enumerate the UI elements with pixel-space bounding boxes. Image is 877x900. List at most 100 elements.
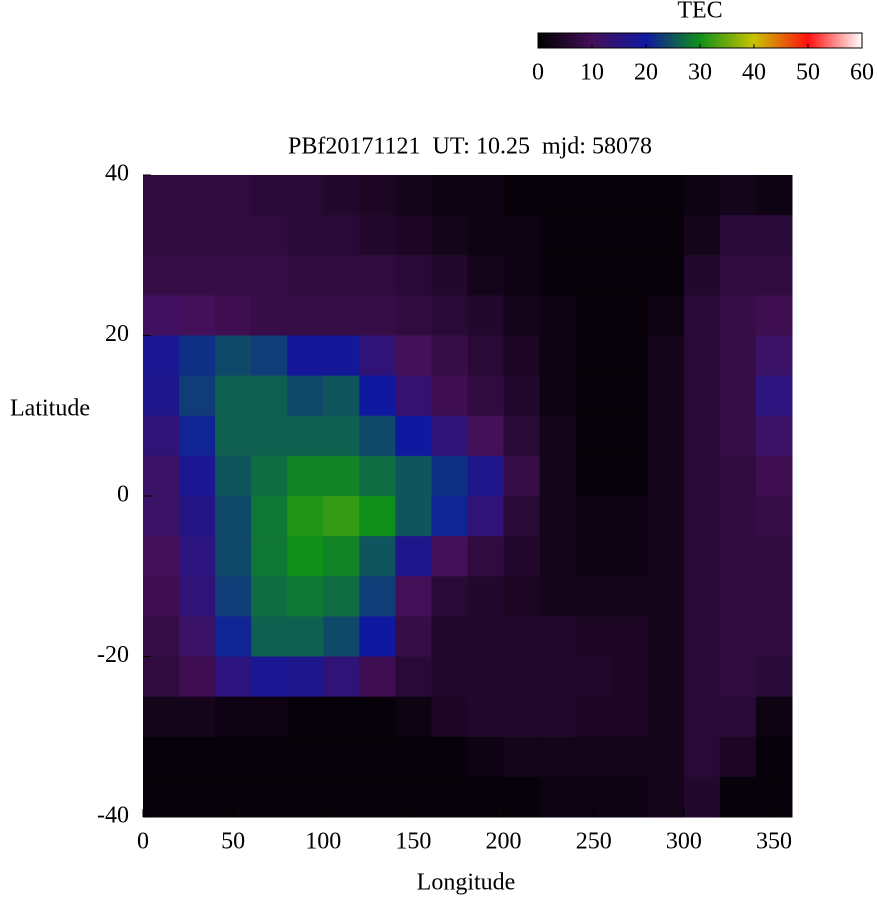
heat-cell <box>755 576 793 617</box>
heat-cell <box>359 415 396 457</box>
heat-cell <box>539 215 577 256</box>
heat-cell <box>323 255 360 296</box>
heat-cell <box>323 455 360 497</box>
x-tick-label: 250 <box>576 829 612 855</box>
heat-cell <box>251 295 288 336</box>
heat-cell <box>323 536 360 577</box>
heat-cell <box>611 335 649 377</box>
heat-cell <box>683 496 721 537</box>
heat-cell <box>179 736 216 778</box>
heat-cell <box>503 455 541 497</box>
heat-cell <box>539 536 577 577</box>
heat-cell <box>575 696 613 738</box>
heat-cell <box>755 375 793 417</box>
heat-cell <box>755 335 793 377</box>
heat-cell <box>683 175 721 216</box>
heat-cell <box>611 215 649 256</box>
heat-cell <box>359 536 396 577</box>
heat-cell <box>395 576 432 617</box>
heat-cell <box>287 175 324 216</box>
heat-cell <box>143 656 180 698</box>
heat-cell <box>467 536 505 577</box>
heat-cell <box>395 536 432 577</box>
heat-cell <box>431 496 468 537</box>
heat-cell <box>431 455 468 497</box>
heat-cell <box>323 415 360 457</box>
heat-cell <box>251 536 288 577</box>
heat-cell <box>647 616 685 657</box>
heat-cell <box>215 696 252 738</box>
heat-cell <box>251 656 288 698</box>
heat-cell <box>179 295 216 336</box>
heat-cell <box>323 616 360 657</box>
heat-cell <box>719 696 757 738</box>
heat-cell <box>575 455 613 497</box>
heat-cell <box>431 295 468 336</box>
heat-cell <box>287 616 324 657</box>
heat-cell <box>359 616 396 657</box>
heat-cell <box>647 455 685 497</box>
heat-cell <box>143 496 180 537</box>
heat-cell <box>359 656 396 698</box>
heat-cell <box>431 255 468 296</box>
heat-cell <box>143 375 180 417</box>
heat-cell <box>539 415 577 457</box>
colorbar-tick-label: 30 <box>688 60 712 86</box>
heat-cell <box>431 215 468 256</box>
heat-cell <box>575 656 613 698</box>
heat-cell <box>287 375 324 417</box>
heat-cell <box>647 656 685 698</box>
heat-cell <box>503 175 541 216</box>
heat-cell <box>251 255 288 296</box>
heat-cell <box>755 175 793 216</box>
heat-cell <box>503 255 541 296</box>
heat-cell <box>431 576 468 617</box>
x-tick-label: 50 <box>221 829 245 855</box>
heat-cell <box>503 496 541 537</box>
y-tick-label: 20 <box>105 321 129 347</box>
heat-cell <box>143 536 180 577</box>
heat-cell <box>323 295 360 336</box>
heat-cell <box>647 536 685 577</box>
heat-cell <box>431 536 468 577</box>
heat-cell <box>611 696 649 738</box>
heat-cell <box>611 255 649 296</box>
heat-cell <box>683 375 721 417</box>
heat-cell <box>179 496 216 537</box>
heat-cell <box>683 455 721 497</box>
heat-cell <box>287 215 324 256</box>
heat-cell <box>251 696 288 738</box>
heat-cell <box>719 175 757 216</box>
heat-cell <box>179 536 216 577</box>
heat-cell <box>467 375 505 417</box>
heat-cell <box>359 375 396 417</box>
heat-cell <box>539 696 577 738</box>
heat-cell <box>395 656 432 698</box>
heat-cell <box>431 776 468 818</box>
heat-cell <box>215 656 252 698</box>
heat-cell <box>179 375 216 417</box>
heat-cell <box>179 776 216 818</box>
heat-cell <box>323 175 360 216</box>
heat-cell <box>359 496 396 537</box>
heat-cell <box>503 776 541 818</box>
heat-cell <box>323 736 360 778</box>
heat-cell <box>611 415 649 457</box>
heat-cell <box>359 696 396 738</box>
chart-title: PBf20171121 UT: 10.25 mjd: 58078 <box>288 134 652 160</box>
heat-cell <box>575 496 613 537</box>
x-tick-label: 350 <box>756 829 792 855</box>
heat-cell <box>179 616 216 657</box>
heat-cell <box>143 335 180 377</box>
heat-cell <box>287 455 324 497</box>
heat-cell <box>143 215 180 256</box>
heat-cell <box>719 295 757 336</box>
heat-cell <box>647 496 685 537</box>
heat-cell <box>719 776 757 818</box>
heat-cell <box>683 295 721 336</box>
heat-cell <box>683 335 721 377</box>
heat-cell <box>287 696 324 738</box>
heat-cell <box>215 576 252 617</box>
heat-cell <box>251 175 288 216</box>
